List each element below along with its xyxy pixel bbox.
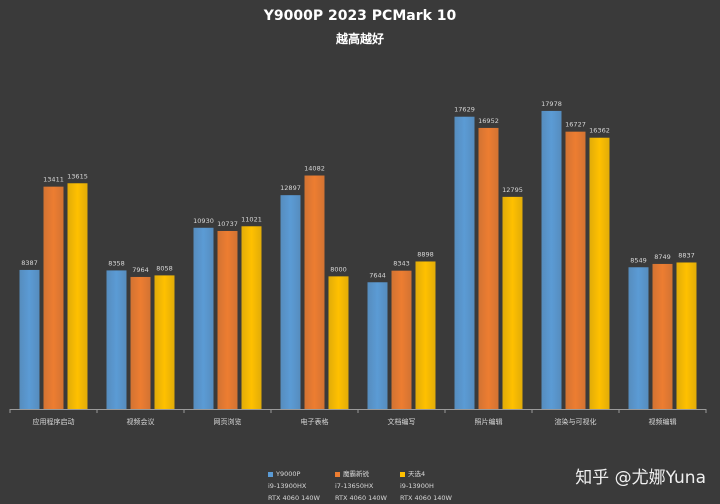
x-tick-label: 视频编辑 [649,417,677,426]
x-tick-label: 视频会议 [127,417,155,426]
legend-entry-y9000p: Y9000P i9-13900HX RTX 4060 140W [268,468,336,504]
bar [565,131,586,410]
data-label: 17629 [454,106,475,114]
data-label: 8000 [330,265,347,273]
legend-cpu: i9-13900H [400,482,434,490]
legend-cpu: i7-13650HX [335,482,374,490]
bar [454,116,475,409]
bar [304,175,325,409]
bar [676,262,697,409]
legend-series-name: 天选4 [408,470,426,478]
data-label: 12795 [502,186,523,194]
legend-gpu: RTX 4060 140W [400,494,452,502]
legend-series-name: 魔霸新锐 [343,470,369,478]
data-label: 8387 [21,259,38,267]
data-label: 13615 [67,172,88,180]
bar [43,186,64,409]
data-label: 11021 [241,215,262,223]
data-label: 16727 [565,121,586,129]
bar [130,276,151,409]
data-label: 17978 [541,100,562,108]
data-label: 13411 [43,176,64,184]
legend-series-name: Y9000P [276,470,301,478]
bar [241,226,262,409]
bar [19,269,40,409]
bar [280,195,301,409]
bar [328,276,349,409]
legend-entry-tianxuan: 天选4 i9-13900H RTX 4060 140W [400,468,468,504]
data-label: 10737 [217,220,238,228]
bar [502,196,523,409]
data-label: 8837 [678,251,695,259]
bar [67,183,88,409]
bar [106,270,127,409]
bar [628,267,649,409]
bar [589,137,610,410]
legend-gpu: RTX 4060 140W [335,494,387,502]
data-label: 8058 [156,264,173,272]
legend-swatch [335,471,340,477]
chart-title: Y9000P 2023 PCMark 10 [263,8,457,24]
x-tick-label: 网页浏览 [214,417,242,426]
data-label: 8749 [654,253,671,261]
x-tick-label: 文档编写 [388,417,416,426]
data-label: 8358 [108,259,125,267]
data-label: 16362 [589,127,610,135]
bar [367,282,388,409]
x-tick-label: 渲染与可视化 [555,417,597,426]
data-label: 7964 [132,266,149,274]
data-label: 8343 [393,260,410,268]
bar [391,270,412,409]
legend-entry-mobai: 魔霸新锐 i7-13650HX RTX 4060 140W [335,468,403,504]
data-label: 10930 [193,217,214,225]
bar [193,227,214,409]
data-label: 16952 [478,117,499,125]
legend-gpu: RTX 4060 140W [268,494,320,502]
data-label: 14082 [304,165,325,173]
watermark: 知乎 @尤娜Yuna [575,468,706,488]
bar [541,110,562,410]
legend-swatch [268,471,273,477]
legend-cpu: i9-13900HX [268,482,307,490]
chart-subtitle: 越高越好 [335,32,384,46]
legend-swatch [400,471,405,477]
x-tick-label: 应用程序启动 [33,417,75,426]
x-tick-label: 照片编辑 [475,417,503,426]
data-label: 12897 [280,184,301,192]
bar [154,275,175,409]
data-label: 8549 [630,256,647,264]
bar [415,261,436,409]
bar [217,230,238,409]
bar [478,127,499,409]
data-label: 8898 [417,250,434,258]
data-label: 7644 [369,271,386,279]
x-tick-label: 电子表格 [301,417,329,426]
bar [652,263,673,409]
